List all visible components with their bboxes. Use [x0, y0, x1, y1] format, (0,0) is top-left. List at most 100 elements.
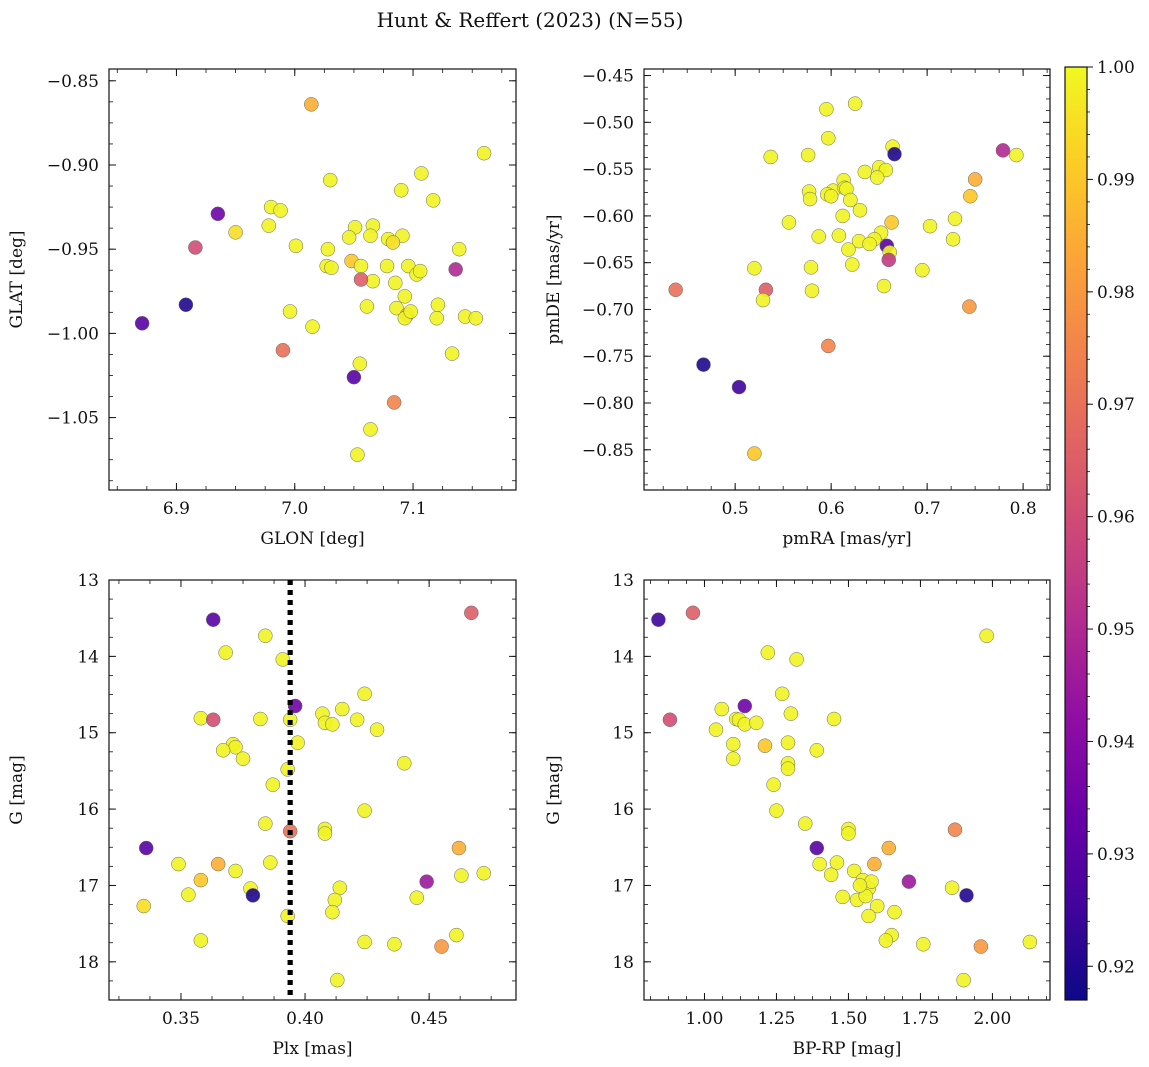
data-point: [783, 706, 799, 721]
data-point: [369, 722, 385, 737]
data-point: [769, 803, 784, 818]
data-point: [434, 939, 449, 954]
data-point: [228, 863, 243, 879]
y-axis-label: GLAT [deg]: [7, 230, 27, 328]
data-point: [747, 446, 762, 461]
x-tick-label: 6.9: [163, 499, 190, 519]
colorbar-gradient: [1064, 66, 1088, 1001]
data-point: [878, 933, 894, 948]
x-tick-label: 2.00: [973, 1009, 1011, 1029]
x-tick-label: 0.45: [410, 1009, 448, 1029]
x-tick-label: 0.6: [818, 499, 845, 519]
y-tick-label: −0.85: [47, 72, 99, 92]
y-tick-label: −0.60: [582, 207, 634, 227]
x-tick-label: 0.35: [162, 1009, 200, 1029]
data-point: [916, 937, 931, 952]
data-point: [181, 887, 196, 902]
colorbar-tick-label: 0.96: [1097, 508, 1135, 528]
data-point: [451, 241, 467, 257]
x-axis-label: GLON [deg]: [260, 529, 364, 549]
panel-glon-glat: 6.9 7.0 7.1 −0.85 −0.90 −0.95 −1.00 −1.05 GLON […: [7, 68, 517, 549]
data-point: [305, 319, 320, 334]
data-point: [947, 211, 963, 226]
data-point: [346, 369, 362, 385]
y-tick-label: 13: [612, 571, 634, 591]
y-tick-label: −0.90: [47, 156, 99, 176]
data-point: [448, 262, 463, 277]
data-point: [357, 686, 372, 702]
y-tick-label: −0.70: [582, 300, 634, 320]
data-point: [731, 379, 747, 395]
data-point: [1009, 147, 1024, 163]
data-point: [205, 612, 221, 627]
data-point: [412, 263, 428, 279]
data-point: [835, 208, 850, 224]
data-point: [821, 130, 836, 146]
data-point: [275, 652, 290, 667]
y-tick-label: −0.85: [582, 441, 634, 461]
data-point: [332, 880, 348, 895]
data-point: [809, 840, 825, 856]
data-point: [714, 701, 729, 717]
y-tick-label: 14: [77, 647, 99, 667]
y-axis-label: pmDE [mas/yr]: [544, 214, 564, 344]
y-tick-label: −0.80: [582, 394, 634, 414]
x-tick-label: 1.25: [758, 1009, 796, 1029]
y-axis-label: G [mag]: [544, 755, 564, 824]
data-point: [884, 215, 899, 230]
x-axis-label: pmRA [mas/yr]: [782, 529, 911, 549]
data-point: [330, 972, 345, 988]
data-point: [357, 803, 372, 818]
x-tick-label: 0.7: [914, 499, 941, 519]
y-tick-label: 16: [612, 800, 634, 820]
data-point: [263, 855, 278, 870]
data-point: [843, 192, 858, 208]
data-point: [979, 628, 994, 643]
data-point: [881, 840, 897, 856]
y-tick-label: 13: [77, 571, 99, 591]
y-tick-label: −1.00: [47, 324, 99, 344]
data-point: [476, 145, 492, 161]
data-point: [757, 738, 773, 753]
data-point: [324, 260, 339, 275]
data-point: [887, 904, 902, 920]
x-tick-label: 0.40: [286, 1009, 324, 1029]
x-axis-label: BP-RP [mag]: [793, 1039, 902, 1059]
points: [134, 97, 492, 462]
data-point: [341, 230, 357, 245]
data-point: [218, 645, 233, 660]
y-tick-label: 17: [77, 876, 99, 896]
data-point: [210, 856, 226, 872]
data-point: [668, 282, 683, 298]
data-point: [419, 874, 434, 889]
data-point: [857, 164, 873, 180]
data-point: [726, 736, 741, 752]
data-point: [325, 717, 340, 732]
data-point: [829, 855, 845, 870]
y-tick-label: 14: [612, 647, 634, 667]
data-point: [995, 143, 1011, 158]
data-point: [322, 172, 338, 188]
y-tick-label: 18: [612, 953, 634, 973]
data-point: [171, 856, 186, 872]
data-point: [944, 880, 960, 895]
y-tick-label: −0.75: [582, 347, 634, 367]
data-point: [193, 933, 209, 948]
data-point: [867, 856, 882, 872]
data-point: [846, 863, 862, 879]
y-tick-label: −0.45: [582, 67, 634, 87]
y-tick-label: −0.50: [582, 113, 634, 133]
data-point: [956, 972, 971, 988]
data-point: [235, 751, 251, 766]
data-point: [335, 701, 350, 717]
data-point: [138, 840, 154, 856]
data-point: [388, 275, 403, 291]
colorbar-tick-label: 0.97: [1097, 395, 1135, 415]
panel-frame: [108, 68, 517, 491]
x-tick-label: 1.75: [901, 1009, 939, 1029]
data-point: [444, 346, 460, 361]
y-tick-label: −1.05: [47, 409, 99, 429]
y-tick-label: −0.95: [47, 240, 99, 260]
panel-frame: [643, 68, 1051, 491]
data-point: [430, 297, 446, 313]
